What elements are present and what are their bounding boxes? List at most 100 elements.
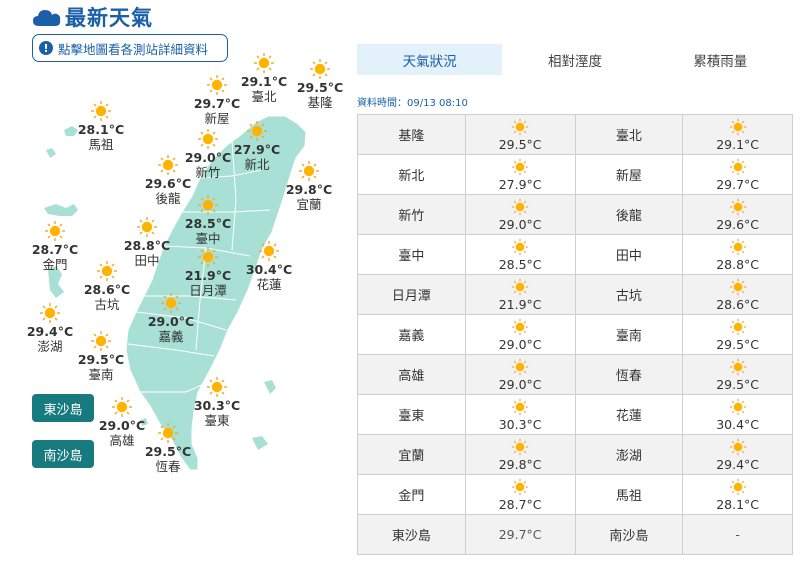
station-name-cell: 臺東 [358,395,466,435]
station-taitung[interactable]: 30.3°C 臺東 [190,376,244,428]
info-icon: ! [39,41,53,55]
sun-icon [112,397,132,417]
station-newtaipei[interactable]: 27.9°C 新北 [230,120,284,172]
sun-icon [40,303,60,323]
station-name-cell: 高雄 [358,355,466,395]
station-name: 花蓮 [256,277,282,292]
station-temp-cell: 28.7°C [465,475,576,515]
station-tainan[interactable]: 29.5°C 臺南 [74,330,128,382]
temp-value: 29.1°C [716,136,760,152]
station-name: 宜蘭 [296,197,322,212]
station-matsu[interactable]: 28.1°C 馬祖 [74,100,128,152]
table-row: 新北 27.9°C 新屋 29.7°C [358,155,793,195]
sun-icon [729,318,746,335]
station-name-cell: 馬祖 [575,475,684,515]
station-sunmoonlake[interactable]: 21.9°C 日月潭 [181,246,235,298]
station-name-cell: 恆春 [575,355,684,395]
tab-humidity[interactable]: 相對溼度 [547,53,602,70]
sun-icon [198,247,218,267]
station-name-cell: 花蓮 [575,395,684,435]
station-temp-cell: 29.8°C [465,435,576,475]
station-temp: 30.4°C [245,262,293,277]
station-taichung[interactable]: 28.5°C 臺中 [181,194,235,246]
tab-rainfall[interactable]: 累積雨量 [693,53,748,70]
station-name-cell: 後龍 [575,195,684,235]
sun-icon [511,118,529,135]
station-temp-cell: 29.7°C [683,155,793,195]
temp-value: 30.3°C [498,416,542,432]
station-temp: 29.8°C [285,182,333,197]
station-kaohsiung[interactable]: 29.0°C 高雄 [95,396,149,448]
station-name: 基隆 [307,95,333,110]
taiwan-map[interactable]: 29.1°C 臺北 29.5°C 基隆 29.7°C 新屋 27.9°C 新北 … [0,0,350,569]
cloud-icon [33,10,61,26]
station-name-cell: 宜蘭 [358,435,466,475]
sun-icon [91,331,111,351]
station-xinwu[interactable]: 29.7°C 新屋 [190,74,244,126]
dongsha-button[interactable]: 東沙島 [32,394,94,422]
temp-value: 28.1°C [716,496,760,512]
sun-icon [310,59,330,79]
station-temp: 30.3°C [193,398,241,413]
temp-value: - [735,527,740,542]
station-temp: 29.5°C [296,80,344,95]
sun-icon [247,121,267,141]
station-temp-cell: 30.3°C [465,395,576,435]
station-taipei[interactable]: 29.1°C 臺北 [237,52,291,104]
temp-value: 27.9°C [498,176,542,192]
station-temp: 29.5°C [144,444,192,459]
sun-icon [729,398,746,415]
temp-value: 28.7°C [498,496,542,512]
temp-value: 28.8°C [716,256,760,272]
station-name-cell: 田中 [575,235,684,275]
sun-icon [254,53,274,73]
sun-icon [511,358,529,375]
table-row: 基隆 29.5°C 臺北 29.1°C [358,115,793,155]
station-gukeng[interactable]: 28.6°C 古坑 [80,260,134,312]
tab-weather[interactable]: 天氣狀況 [357,44,503,75]
station-temp: 27.9°C [233,142,281,157]
map-land[interactable] [0,0,350,569]
nansha-button[interactable]: 南沙島 [32,440,94,468]
sun-icon [161,293,181,313]
station-chiayi[interactable]: 29.0°C 嘉義 [144,292,198,344]
table-row: 新竹 29.0°C 後龍 29.6°C [358,195,793,235]
station-temp-cell: 29.5°C [465,115,576,155]
sun-icon [729,278,746,295]
station-kinmen[interactable]: 28.7°C 金門 [28,220,82,272]
station-houlong[interactable]: 29.6°C 後龍 [141,154,195,206]
station-name: 嘉義 [158,329,184,344]
map-detail-button[interactable]: ! 點擊地圖看各測站詳細資料 [32,34,228,62]
station-name-cell: 臺中 [358,235,466,275]
station-name-cell: 南沙島 [575,515,684,555]
sun-icon [511,398,529,415]
station-hsinchu[interactable]: 29.0°C 新竹 [181,128,235,180]
temp-value: 29.6°C [716,216,760,232]
sun-icon [207,377,227,397]
sun-icon [97,261,117,281]
sun-icon [729,118,746,135]
station-name: 新竹 [195,165,221,180]
matsu-island [64,126,78,136]
temp-value: 29.0°C [498,336,542,352]
station-penghu[interactable]: 29.4°C 澎湖 [23,302,77,354]
station-hualien[interactable]: 30.4°C 花蓮 [242,240,296,292]
station-temp: 29.1°C [240,74,288,89]
station-hengchun[interactable]: 29.5°C 恆春 [141,422,195,474]
station-yilan[interactable]: 29.8°C 宜蘭 [282,160,336,212]
sun-icon [158,423,178,443]
temp-value: 29.7°C [498,527,542,542]
station-name: 日月潭 [189,283,227,298]
station-keelung[interactable]: 29.5°C 基隆 [293,58,347,110]
station-temp: 29.0°C [147,314,195,329]
station-temp-cell: 30.4°C [683,395,793,435]
station-name: 金門 [42,257,68,272]
green-island [264,380,276,394]
station-tianzhong[interactable]: 28.8°C 田中 [120,216,174,268]
station-temp: 28.5°C [184,216,232,231]
station-temp-cell: 29.0°C [465,195,576,235]
sun-icon [45,221,65,241]
station-name: 馬祖 [88,137,114,152]
station-name-cell: 澎湖 [575,435,684,475]
station-temp: 28.8°C [123,238,171,253]
